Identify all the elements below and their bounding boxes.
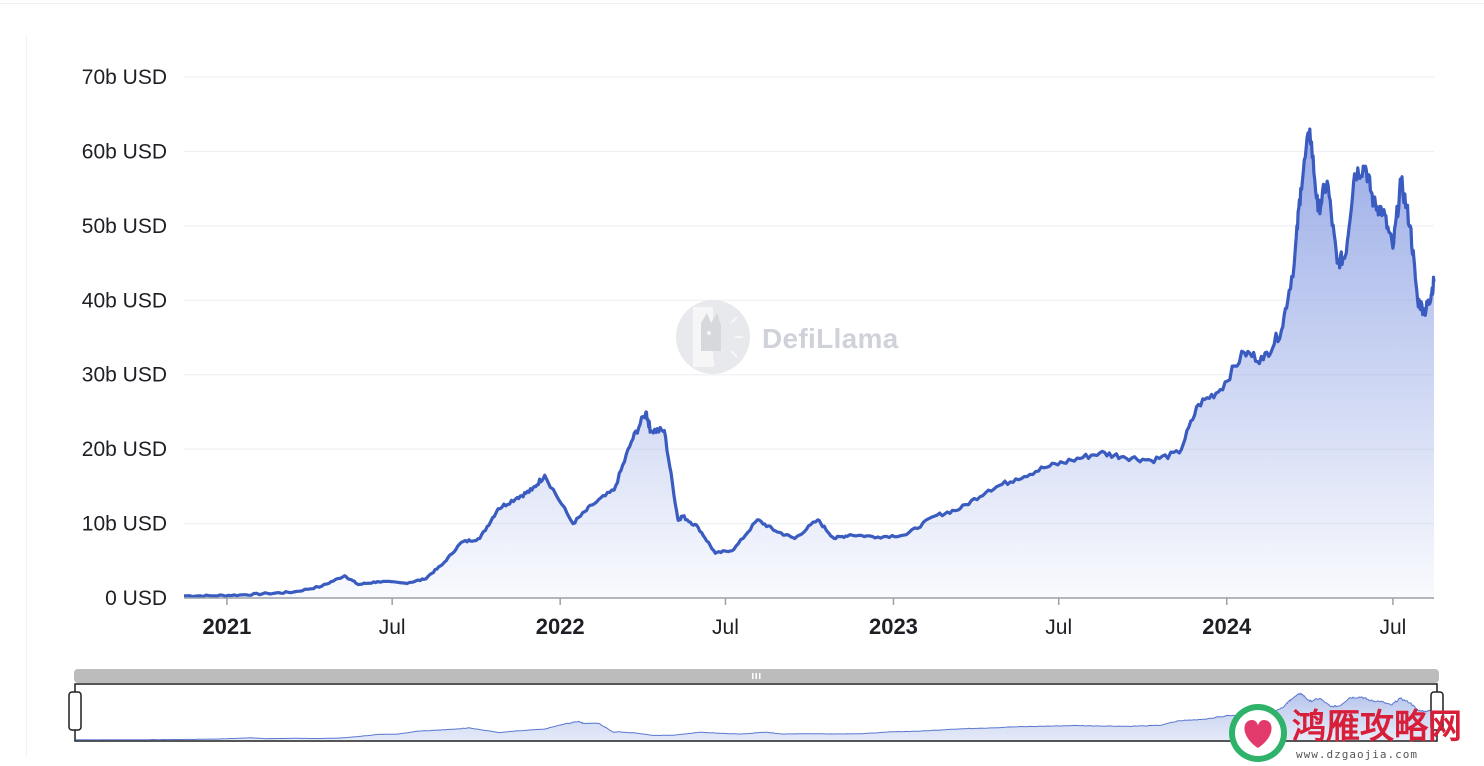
y-tick-label: 60b USD <box>82 140 167 163</box>
brand-name: DefiLlama <box>762 323 899 354</box>
left-border <box>26 36 27 756</box>
brush-line <box>76 692 1437 741</box>
y-tick-label: 10b USD <box>82 513 167 536</box>
brush-handle-right[interactable] <box>1430 691 1444 731</box>
y-tick-label: 0 USD <box>105 587 167 610</box>
llama-logo-icon <box>676 300 750 374</box>
site-overlay-logo: 鸿雁攻略网 www.dzgaojia.com <box>1229 704 1462 762</box>
tvl-area <box>184 129 1434 598</box>
brush-handle-left[interactable] <box>68 691 82 731</box>
x-tick-label: Jul <box>1379 616 1406 639</box>
y-tick-label: 30b USD <box>82 364 167 387</box>
brush-grip-icon[interactable] <box>752 673 761 679</box>
x-tick-label: Jul <box>712 616 739 639</box>
y-tick-label: 70b USD <box>82 66 167 89</box>
x-tick-label: Jul <box>379 616 406 639</box>
overlay-url: www.dzgaojia.com <box>1296 748 1418 761</box>
defillama-watermark: DefiLlama <box>676 300 899 374</box>
x-tick-label: 2022 <box>536 614 585 639</box>
zoom-brush[interactable] <box>68 669 1444 742</box>
x-axis: 2021 Jul 2022 Jul 2023 Jul 2024 Jul <box>202 598 1406 639</box>
brush-area <box>76 693 1436 740</box>
x-tick-label: 2024 <box>1202 614 1252 639</box>
heart-badge-icon <box>1229 704 1287 762</box>
x-tick-label: Jul <box>1045 616 1072 639</box>
overlay-title: 鸿雁攻略网 <box>1292 707 1462 747</box>
x-tick-label: 2021 <box>202 614 251 639</box>
tvl-line <box>184 127 1436 599</box>
y-tick-label: 40b USD <box>82 289 167 312</box>
top-border <box>0 3 1484 4</box>
y-tick-label: 20b USD <box>82 438 167 461</box>
x-tick-label: 2023 <box>869 614 918 639</box>
y-axis: 0 USD 10b USD 20b USD 30b USD 40b USD 50b USD… <box>82 66 167 610</box>
y-tick-label: 50b USD <box>82 215 167 238</box>
